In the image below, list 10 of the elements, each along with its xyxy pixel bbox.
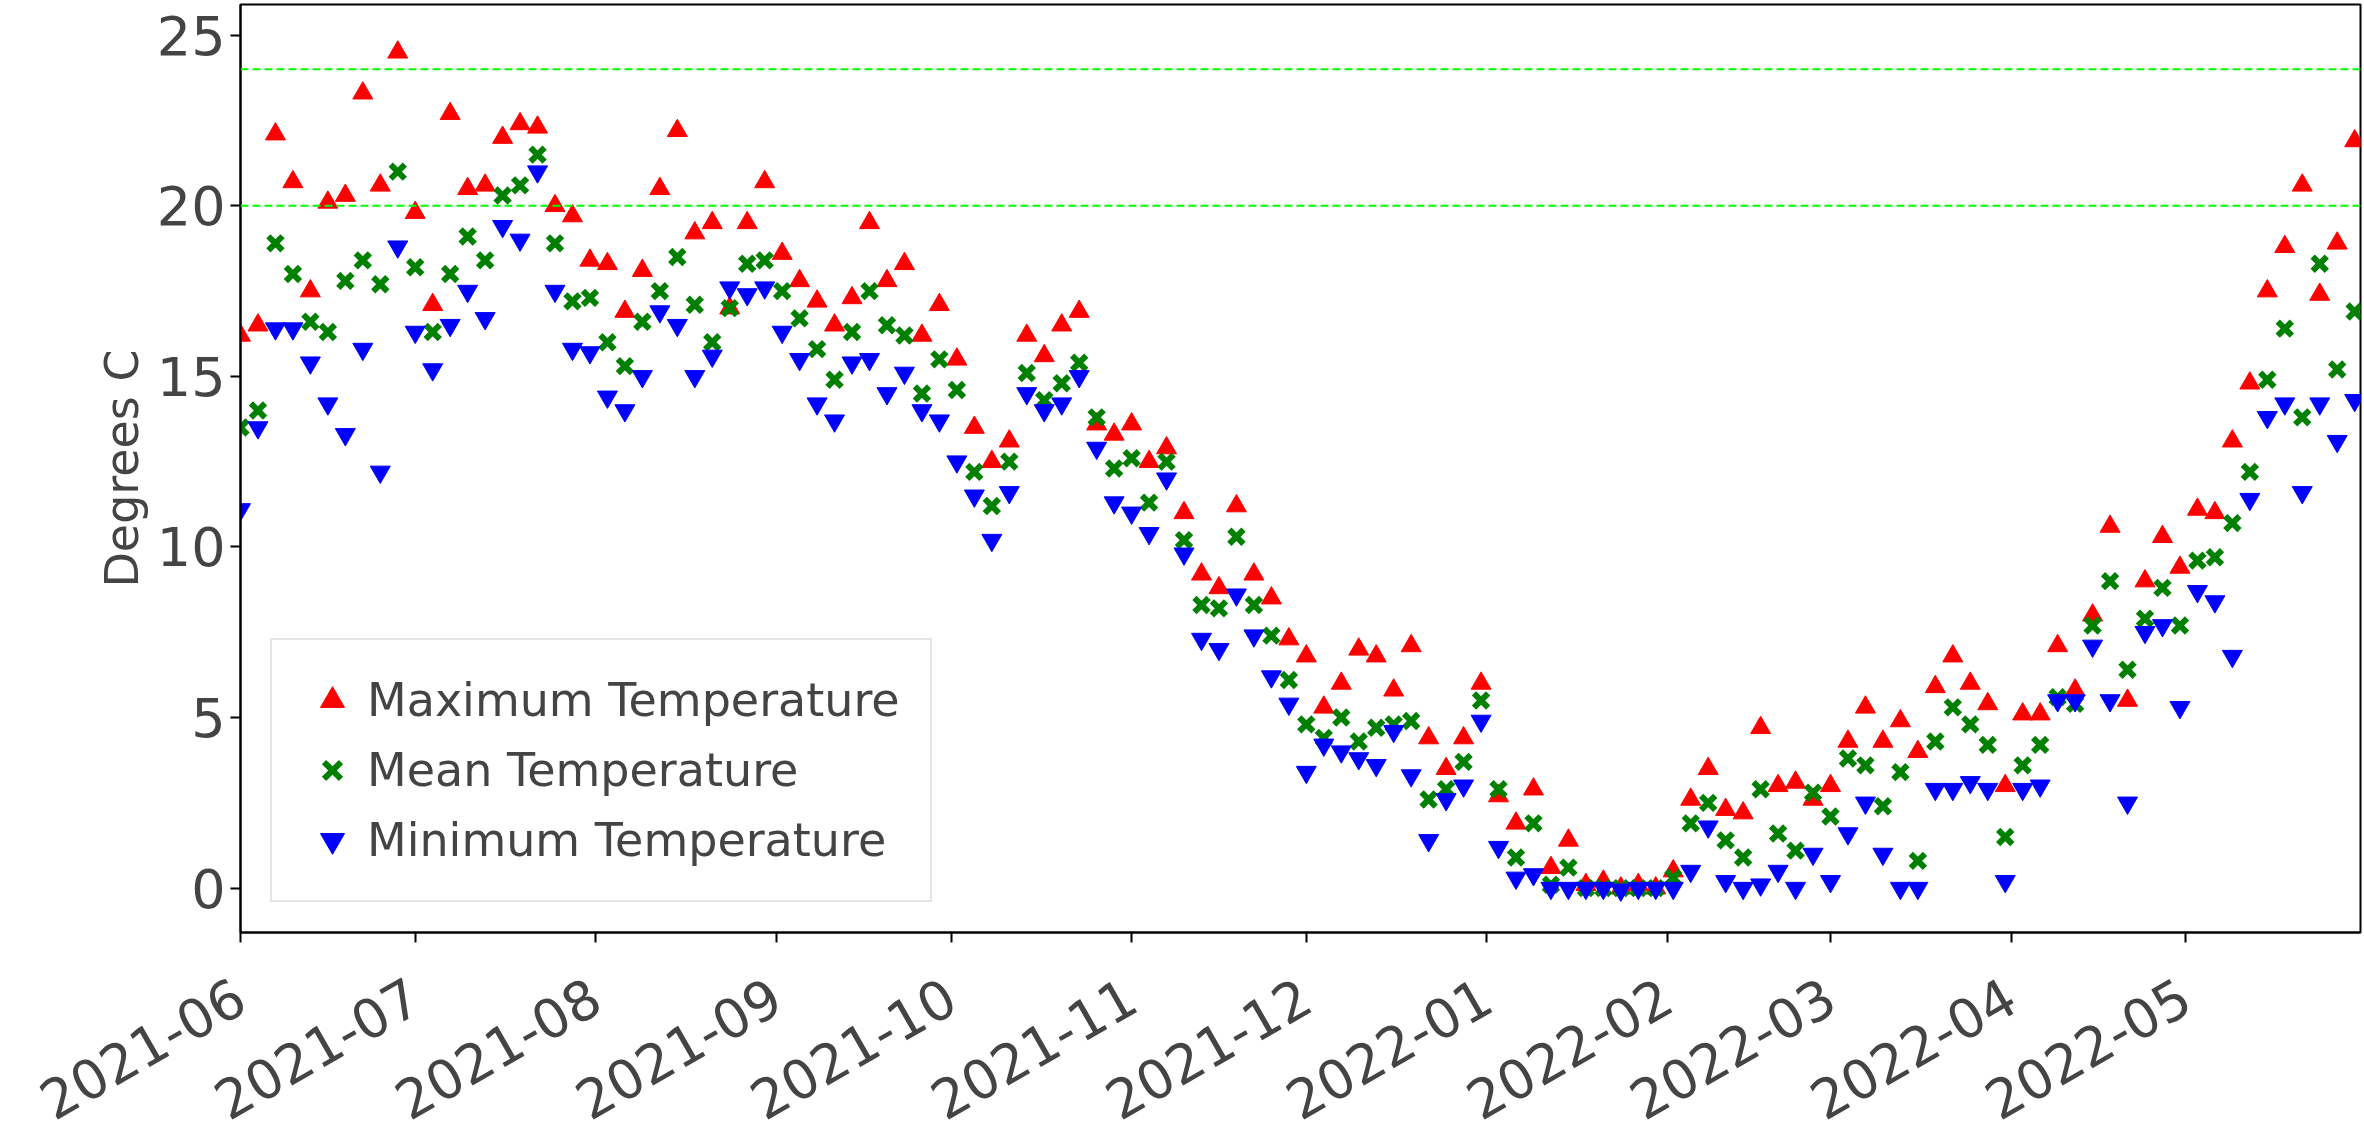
y-axis-title: Degrees C	[94, 349, 149, 588]
legend-label: Maximum Temperature	[367, 673, 900, 727]
legend-label: Mean Temperature	[367, 743, 799, 797]
y-tick-label: 10	[156, 516, 226, 580]
y-tick-label: 25	[156, 4, 226, 68]
y-tick-label: 15	[156, 345, 226, 409]
y-tick-label: 5	[191, 687, 226, 751]
legend-label: Minimum Temperature	[367, 813, 887, 867]
y-tick-label: 0	[191, 857, 226, 921]
y-tick-label: 20	[156, 175, 226, 239]
